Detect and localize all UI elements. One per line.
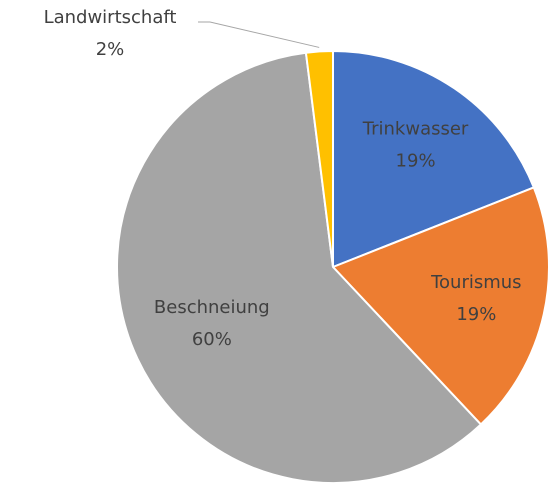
category-label: Tourismus: [430, 272, 521, 293]
pie-slice: [331, 186, 550, 426]
category-label: Beschneiung: [154, 297, 270, 318]
category-label: Trinkwasser: [362, 119, 469, 140]
value-label: 2%: [96, 39, 125, 60]
pie-slice: [116, 51, 483, 484]
pie-slice: [332, 49, 536, 269]
value-label: 19%: [396, 151, 436, 172]
leader-line: [198, 21, 320, 48]
value-label: 60%: [192, 329, 232, 350]
category-label: Landwirtschaft: [44, 7, 177, 28]
pie-slice: [304, 49, 334, 268]
value-label: 19%: [456, 304, 496, 325]
